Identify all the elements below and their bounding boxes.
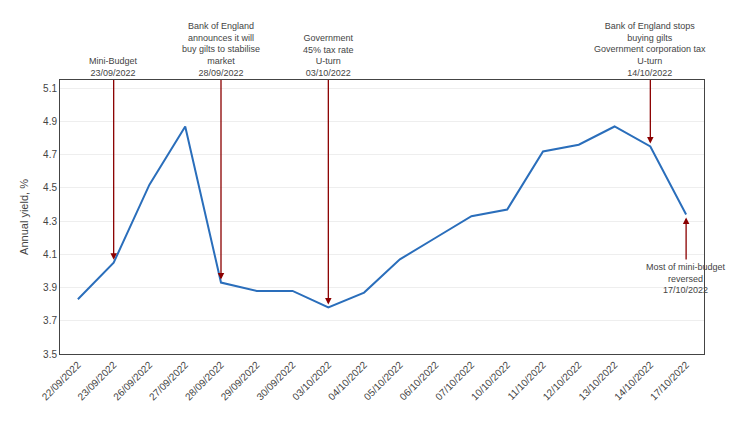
svg-text:13/10/2022: 13/10/2022 (576, 359, 619, 402)
svg-text:3.5: 3.5 (43, 349, 57, 360)
svg-text:05/10/2022: 05/10/2022 (362, 359, 405, 402)
svg-text:30/09/2022: 30/09/2022 (254, 359, 297, 402)
svg-text:4.7: 4.7 (43, 149, 57, 160)
svg-text:4.3: 4.3 (43, 216, 57, 227)
svg-text:4.9: 4.9 (43, 116, 57, 127)
svg-text:14/10/2022: 14/10/2022 (612, 359, 655, 402)
svg-text:11/10/2022: 11/10/2022 (505, 359, 548, 402)
svg-text:Most of mini-budgetreversed17/: Most of mini-budgetreversed17/10/2022 (646, 262, 726, 295)
svg-text:3.9: 3.9 (43, 282, 57, 293)
svg-text:3.7: 3.7 (43, 315, 57, 326)
svg-text:Government45% tax rateU-turn03: Government45% tax rateU-turn03/10/2022 (303, 33, 354, 78)
svg-text:12/10/2022: 12/10/2022 (541, 359, 584, 402)
svg-text:5.1: 5.1 (43, 83, 57, 94)
svg-text:4.5: 4.5 (43, 182, 57, 193)
svg-text:17/10/2022: 17/10/2022 (648, 359, 691, 402)
svg-text:06/10/2022: 06/10/2022 (397, 359, 440, 402)
svg-text:Mini-Budget23/09/2022: Mini-Budget23/09/2022 (89, 56, 138, 78)
svg-text:Bank of Englandannounces it wi: Bank of Englandannounces it willbuy gilt… (182, 21, 260, 78)
svg-text:10/10/2022: 10/10/2022 (469, 359, 512, 402)
svg-text:29/09/2022: 29/09/2022 (219, 359, 262, 402)
svg-text:28/09/2022: 28/09/2022 (183, 359, 226, 402)
svg-text:22/09/2022: 22/09/2022 (40, 359, 83, 402)
svg-text:Annual yield, %: Annual yield, % (18, 179, 30, 255)
svg-text:27/09/2022: 27/09/2022 (147, 359, 190, 402)
svg-text:23/09/2022: 23/09/2022 (75, 359, 118, 402)
svg-text:04/10/2022: 04/10/2022 (326, 359, 369, 402)
svg-text:Bank of England stopsbuying gi: Bank of England stopsbuying giltsGovernm… (594, 21, 706, 78)
svg-text:4.1: 4.1 (43, 249, 57, 260)
svg-text:03/10/2022: 03/10/2022 (290, 359, 333, 402)
svg-text:26/09/2022: 26/09/2022 (111, 359, 154, 402)
svg-text:07/10/2022: 07/10/2022 (433, 359, 476, 402)
